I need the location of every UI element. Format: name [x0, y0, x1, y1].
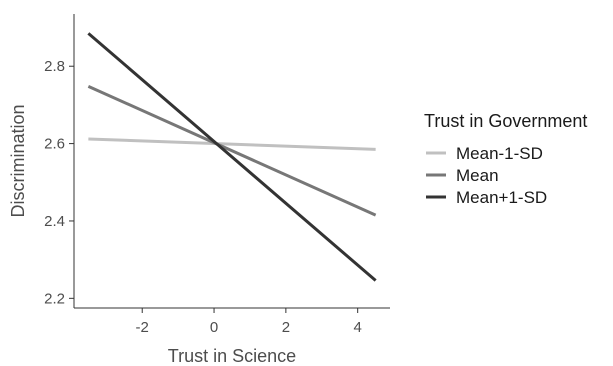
legend-label: Mean [456, 166, 499, 185]
x-axis-ticks: -2 0 2 4 [136, 308, 362, 336]
x-axis-title: Trust in Science [168, 346, 296, 366]
y-tick-label: 2.8 [44, 58, 65, 75]
x-tick-label: 0 [210, 319, 218, 336]
legend-items: Mean-1-SD Mean Mean+1-SD [426, 144, 547, 207]
y-tick-label: 2.4 [44, 213, 65, 230]
plot-area [87, 32, 377, 282]
y-axis-ticks: 2.2 2.4 2.6 2.8 [44, 58, 74, 307]
legend-label: Mean-1-SD [456, 144, 543, 163]
y-tick-label: 2.2 [44, 290, 65, 307]
series-line-mean-1-sd [87, 32, 377, 282]
x-tick-label: 2 [282, 319, 290, 336]
legend-label: Mean+1-SD [456, 188, 547, 207]
y-axis-title: Discrimination [8, 104, 28, 217]
legend: Trust in Government Mean-1-SD Mean Mean+1-… [424, 111, 587, 207]
y-tick-label: 2.6 [44, 136, 65, 153]
x-tick-label: -2 [136, 319, 149, 336]
series-line-mean [87, 84, 377, 217]
series-line-mean-1-sd [88, 137, 376, 151]
x-tick-label: 4 [354, 319, 362, 336]
legend-title: Trust in Government [424, 111, 587, 131]
